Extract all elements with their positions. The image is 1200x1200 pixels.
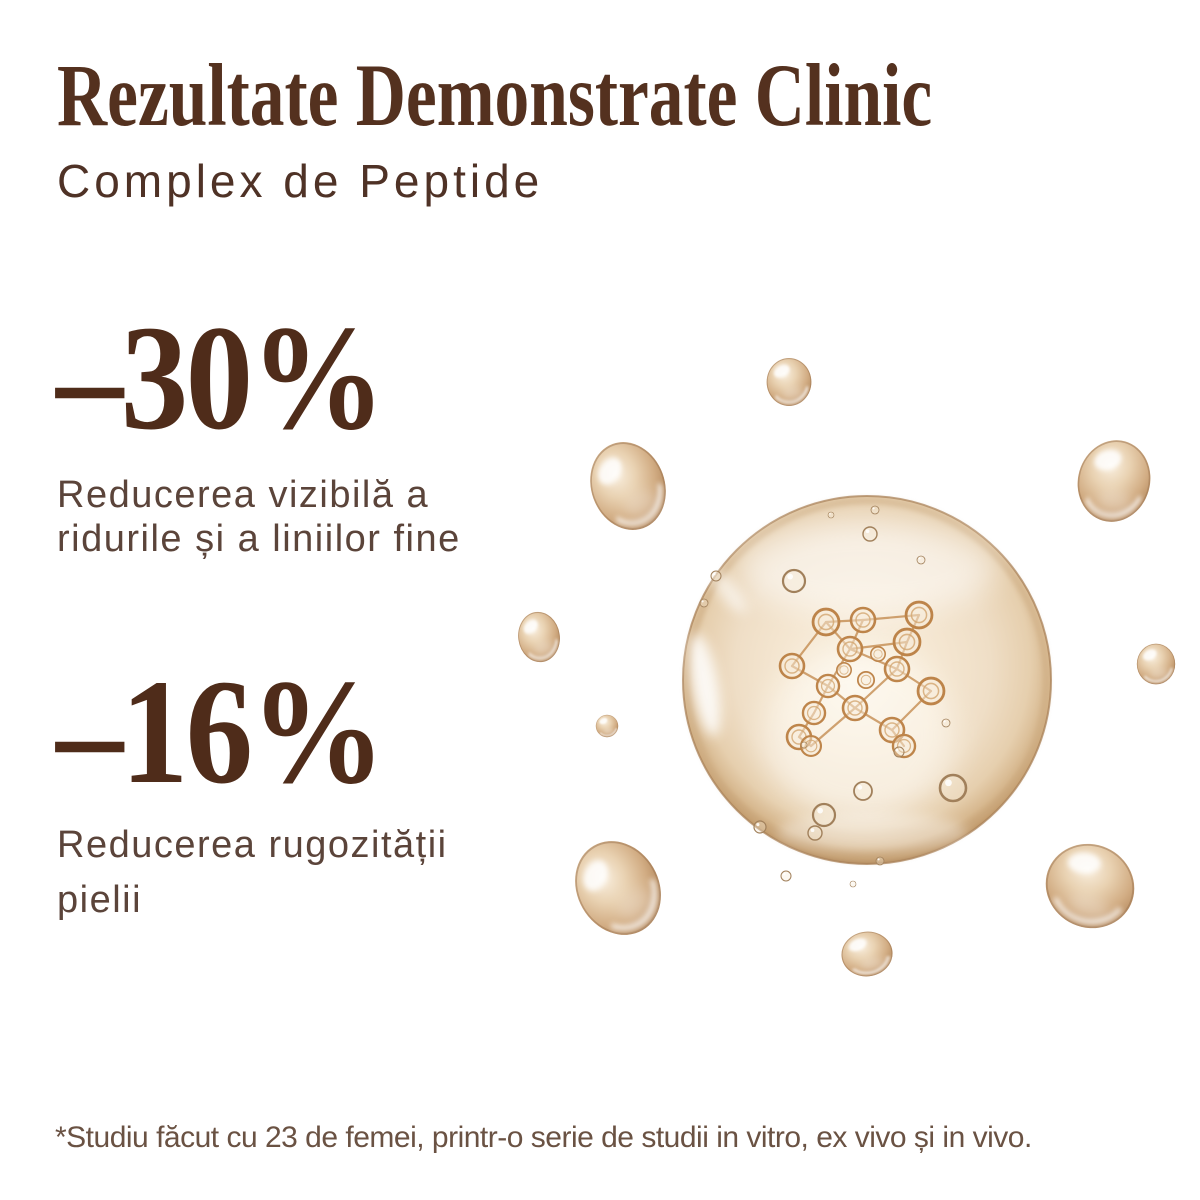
study-footnote: *Studiu făcut cu 23 de femei, printr-o s… (55, 1121, 1032, 1154)
serum-bubble (682, 495, 1052, 865)
droplet (1068, 431, 1160, 530)
stat-description-line: ridurile și a liniilor fine (57, 518, 461, 561)
droplet (515, 609, 563, 665)
page-subtitle: Complex de Peptide (57, 155, 544, 207)
stat-description-line: Reducerea rugozității (57, 824, 448, 866)
micro-bubbles (699, 505, 968, 888)
peptide-molecule-icon (778, 600, 946, 759)
stat-description-line: pielii (57, 879, 143, 922)
droplet (596, 715, 618, 737)
page-title: Rezultate Demonstrate Clinic (57, 47, 933, 145)
droplet (1137, 644, 1175, 685)
droplet (578, 431, 678, 540)
stat-description-wrinkles: Reducerea vizibilă a ridurile și a linii… (57, 473, 461, 562)
stat-description-line: Reducerea vizibilă a (57, 474, 430, 516)
stat-value-roughness: –16% (56, 649, 385, 815)
droplet (767, 358, 812, 406)
droplet-cluster (515, 358, 1175, 979)
droplet (558, 825, 677, 950)
droplet (1032, 830, 1148, 942)
droplet (839, 929, 895, 979)
stat-value-wrinkles: –30% (56, 295, 385, 461)
stat-description-roughness: Reducerea rugozității pielii (57, 818, 448, 928)
